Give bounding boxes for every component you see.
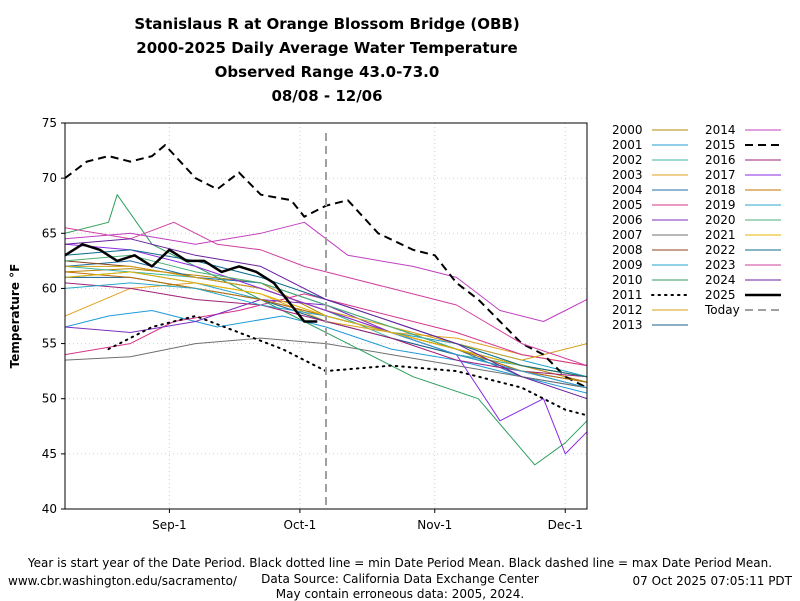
x-tick-label: Oct-1 <box>284 518 317 532</box>
legend-label-2018: 2018 <box>705 183 736 197</box>
y-tick-label: 65 <box>42 226 57 240</box>
title-line-3: Observed Range 43.0-73.0 <box>214 63 440 81</box>
legend-label-2022: 2022 <box>705 243 736 257</box>
x-tick-label: Sep-1 <box>152 518 187 532</box>
y-axis-label: Temperature °F <box>8 264 22 369</box>
legend-label-2002: 2002 <box>612 153 643 167</box>
legend-label-2013: 2013 <box>612 318 643 332</box>
series-line-2015 <box>65 144 587 389</box>
title-line-1: Stanislaus R at Orange Blossom Bridge (O… <box>134 15 520 33</box>
legend-label-2000: 2000 <box>612 123 643 137</box>
footer-source: Data Source: California Data Exchange Ce… <box>261 572 539 586</box>
legend-label-2025: 2025 <box>705 288 736 302</box>
y-tick-label: 70 <box>42 171 57 185</box>
series-line-2011 <box>107 315 587 417</box>
legend-label-2001: 2001 <box>612 138 643 152</box>
x-tick-label: Dec-1 <box>548 518 583 532</box>
legend-label-2024: 2024 <box>705 273 736 287</box>
line-chart: 40 45 50 55 60 65 70 75 Sep-1 Oct-1 Nov-1 Dec-1 Temp… <box>8 116 781 532</box>
legend-label-2009: 2009 <box>612 258 643 272</box>
y-tick-label: 50 <box>42 392 57 406</box>
legend-label-2021: 2021 <box>705 228 736 242</box>
legend-label-Today: Today <box>704 303 740 317</box>
legend-label-2011: 2011 <box>612 288 643 302</box>
legend-label-2015: 2015 <box>705 138 736 152</box>
series-line-2000 <box>65 268 587 383</box>
legend: 2000200120022003200420052006200720082009… <box>612 123 781 332</box>
series-line-2014 <box>65 221 587 322</box>
series-line-2024 <box>65 238 587 400</box>
legend-label-2019: 2019 <box>705 198 736 212</box>
series-line-2010 <box>65 194 587 466</box>
legend-label-2014: 2014 <box>705 123 736 137</box>
y-tick-label: 60 <box>42 281 57 295</box>
series-line-2023 <box>65 221 587 367</box>
legend-label-2016: 2016 <box>705 153 736 167</box>
footer-note: Year is start year of the Date Period. B… <box>27 556 773 570</box>
legend-label-2012: 2012 <box>612 303 643 317</box>
footer-timestamp: 07 Oct 2025 07:05:11 PDT <box>632 574 792 588</box>
series-line-2025 <box>65 243 318 323</box>
legend-label-2005: 2005 <box>612 198 643 212</box>
y-tick-label: 75 <box>42 116 57 130</box>
legend-label-2006: 2006 <box>612 213 643 227</box>
legend-label-2003: 2003 <box>612 168 643 182</box>
legend-label-2007: 2007 <box>612 228 643 242</box>
legend-label-2017: 2017 <box>705 168 736 182</box>
legend-label-2004: 2004 <box>612 183 643 197</box>
footer-warning: May contain erroneous data: 2005, 2024. <box>275 587 525 601</box>
x-tick-label: Nov-1 <box>417 518 452 532</box>
plot-frame <box>64 122 588 510</box>
legend-label-2008: 2008 <box>612 243 643 257</box>
legend-label-2023: 2023 <box>705 258 736 272</box>
y-tick-label: 55 <box>42 337 57 351</box>
series-line-2005 <box>65 293 587 367</box>
chart-title: Stanislaus R at Orange Blossom Bridge (O… <box>0 12 654 108</box>
y-tick-label: 40 <box>42 502 57 516</box>
legend-label-2010: 2010 <box>612 273 643 287</box>
footer-url[interactable]: www.cbr.washington.edu/sacramento/ <box>8 574 237 588</box>
title-line-4: 08/08 - 12/06 <box>271 87 383 105</box>
y-tick-label: 45 <box>42 447 57 461</box>
title-line-2: 2000-2025 Daily Average Water Temperatur… <box>136 39 518 57</box>
legend-label-2020: 2020 <box>705 213 736 227</box>
